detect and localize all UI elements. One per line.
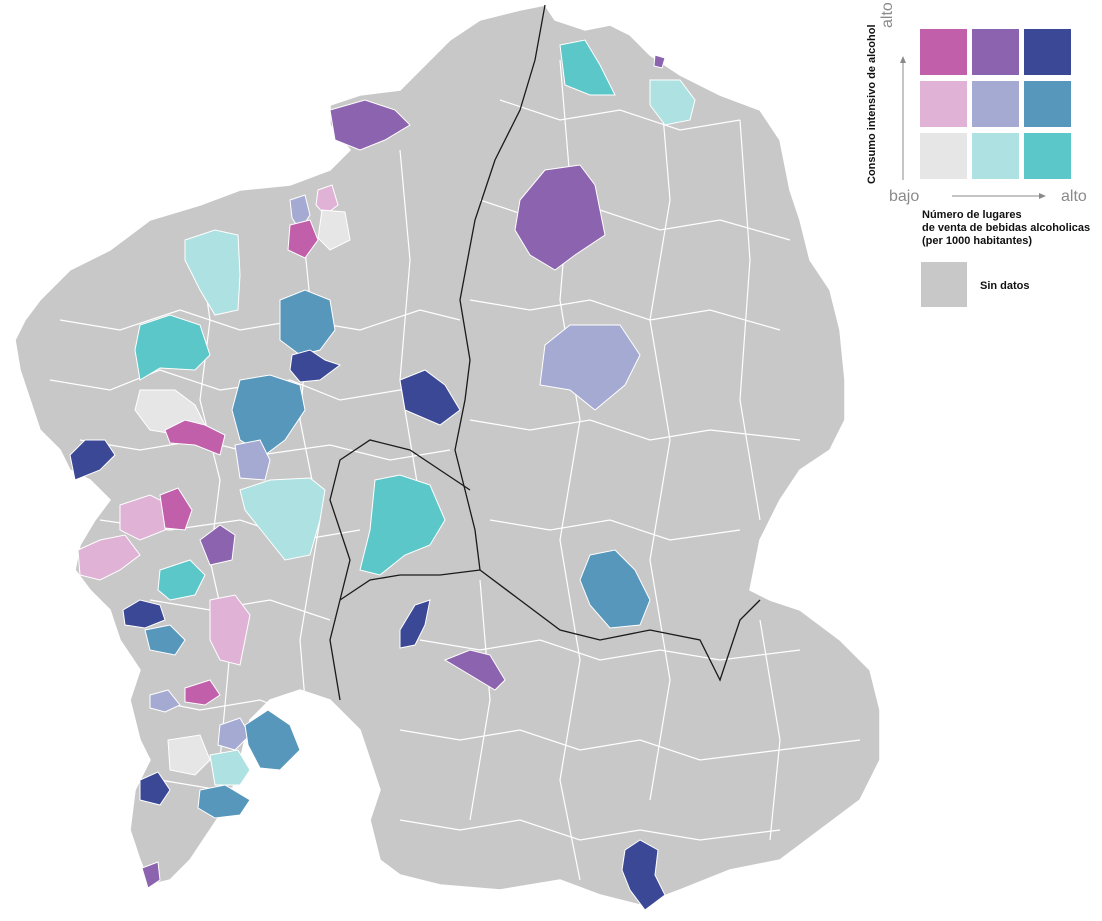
municipality-patch (653, 54, 666, 69)
legend-x-high: alto (1061, 188, 1087, 205)
legend-x-low: bajo (889, 188, 920, 205)
municipality-patch (199, 524, 236, 566)
municipality-patch (649, 79, 696, 126)
legend-x-title-line2: de venta de bebidas alcoholicas (922, 222, 1091, 234)
highlighted-municipalities (69, 39, 696, 911)
nodata-label: Sin datos (980, 280, 1030, 292)
municipality-patch (122, 599, 166, 629)
municipality-patch (279, 289, 336, 356)
municipality-patch (579, 549, 651, 629)
municipality-patch (144, 624, 186, 656)
legend-cell (972, 81, 1019, 127)
municipality-patch (359, 474, 446, 576)
municipality-patch (217, 717, 251, 751)
municipality-patch (231, 374, 306, 456)
municipality-patch (134, 314, 211, 381)
municipality-patch (315, 184, 339, 216)
legend-cell (1024, 81, 1071, 127)
legend-y-title: Consumo intensivo de alcohol (866, 24, 878, 184)
legend-x-title: Número de lugares de venta de bebidas alc… (922, 209, 1090, 248)
legend-cell (920, 81, 967, 127)
municipality-patch (539, 324, 641, 411)
municipality-patch (69, 439, 116, 481)
legend-y-arrow (900, 56, 906, 180)
legend-x-title-line1: Número de lugares (922, 209, 1022, 221)
municipality-patch (621, 839, 666, 911)
municipality-patch (234, 439, 271, 481)
municipality-patch (197, 784, 251, 819)
municipality-patch (399, 599, 431, 649)
municipality-patch (209, 749, 251, 786)
municipality-patch (141, 861, 161, 889)
municipality-patch (329, 99, 411, 151)
municipality-patch (289, 349, 342, 383)
municipality-patch (157, 559, 206, 601)
municipality-patch (77, 534, 141, 581)
municipality-patch (399, 369, 461, 426)
municipality-patch (119, 494, 171, 541)
municipality-patch (443, 649, 506, 691)
province-borders (329, 4, 761, 701)
legend-x-arrow (952, 193, 1046, 199)
municipality-patch (559, 39, 616, 96)
legend-cell (972, 133, 1019, 179)
legend-cell (1024, 133, 1071, 179)
municipality-patch (164, 419, 226, 456)
nodata-swatch (921, 262, 967, 307)
municipality-patch (149, 689, 181, 713)
galicia-region (14, 4, 881, 906)
legend-cell (920, 133, 967, 179)
legend-cell (920, 29, 967, 75)
municipality-patch (159, 487, 193, 531)
legend-y-high: alto (879, 2, 896, 28)
legend-cell (1024, 29, 1071, 75)
legend-cell (972, 29, 1019, 75)
municipality-patch (184, 679, 221, 706)
municipality-patch (244, 709, 301, 771)
municipality-patch (239, 477, 326, 561)
municipality-patch (514, 164, 606, 271)
municipality-patch (167, 734, 211, 776)
municipality-patch (287, 219, 319, 259)
municipality-patch (317, 209, 351, 251)
legend-x-title-line3: (per 1000 habitantes) (922, 235, 1033, 247)
municipality-patch (209, 594, 251, 666)
municipality-patch (139, 771, 171, 806)
municipality-patch (184, 229, 241, 316)
